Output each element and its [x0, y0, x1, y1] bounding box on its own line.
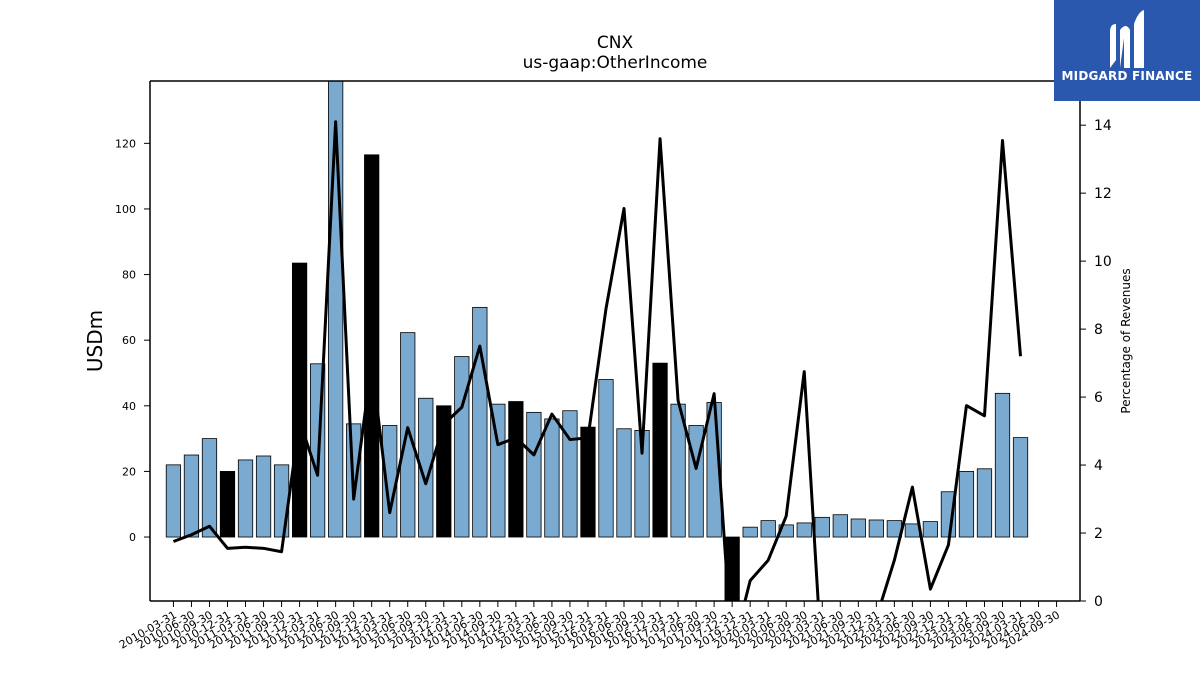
y-tick-label: 20 [122, 465, 136, 478]
y-tick-label: 60 [122, 334, 136, 347]
bar-2010-12-31 [219, 471, 236, 538]
midgard-finance-logo: MIDGARD FINANCE [1054, 0, 1200, 101]
percentage-line [172, 120, 1023, 601]
bar-2021-12-31 [868, 519, 884, 538]
bar-2011-09-30 [273, 464, 290, 538]
y2-axis-label: Percentage of Revenues [1119, 268, 1133, 413]
logo-mark-icon [1110, 10, 1144, 68]
chart-title: CNX [597, 33, 634, 53]
y-axis-label: USDm [83, 310, 107, 372]
bar-2016-06-30 [616, 428, 632, 538]
bar-2013-09-30 [418, 397, 434, 538]
bar-2024-03-31 [1012, 437, 1029, 538]
y-tick-label: 80 [122, 269, 136, 282]
y-tick-label: 120 [115, 137, 136, 150]
bar-2012-12-31 [364, 154, 380, 538]
bar-2023-06-30 [976, 468, 993, 538]
bar-2020-09-30 [796, 522, 812, 538]
y2-tick-label: 14 [1094, 118, 1112, 134]
bar-series [165, 81, 1029, 601]
tick-labels: 020406080100120024681012142010-03-312010… [115, 118, 1112, 651]
bar-2021-06-30 [832, 514, 848, 538]
bar-2011-03-31 [237, 459, 254, 538]
chart-subtitle: us-gaap:OtherIncome [523, 53, 708, 73]
y2-tick-label: 6 [1094, 390, 1103, 406]
y2-tick-label: 10 [1094, 254, 1112, 270]
bar-2022-09-30 [922, 521, 939, 538]
bar-2014-06-30 [472, 306, 488, 538]
y-tick-label: 0 [129, 531, 136, 544]
axes [144, 80, 1086, 607]
logo-text: MIDGARD FINANCE [1061, 69, 1193, 83]
bar-2021-09-30 [850, 518, 866, 538]
bar-2023-09-30 [994, 392, 1011, 538]
bar-2010-09-30 [201, 438, 218, 538]
bar-2023-03-31 [958, 471, 975, 538]
y-tick-label: 40 [122, 400, 136, 413]
y2-tick-label: 8 [1094, 322, 1103, 338]
bar-2011-12-31 [291, 262, 308, 538]
bar-2014-09-30 [490, 403, 506, 538]
y2-tick-label: 12 [1094, 186, 1112, 202]
bar-2019-12-31 [742, 526, 758, 538]
y2-tick-label: 4 [1094, 458, 1103, 474]
y2-tick-label: 0 [1094, 594, 1103, 610]
bar-2020-03-31 [760, 520, 776, 538]
y2-tick-label: 2 [1094, 526, 1103, 542]
bar-2015-03-31 [526, 411, 542, 538]
bar-2010-03-31 [165, 464, 182, 538]
bar-2016-12-31 [652, 362, 668, 538]
bar-2011-06-30 [255, 455, 272, 538]
bar-2010-06-30 [183, 454, 200, 538]
bar-2021-03-31 [814, 516, 830, 538]
bar-2014-03-31 [454, 356, 470, 538]
bar-2014-12-31 [508, 401, 524, 538]
bar-2022-06-30 [904, 523, 920, 538]
bar-2016-03-31 [598, 379, 614, 538]
y-tick-label: 100 [115, 203, 136, 216]
bar-2015-06-30 [544, 418, 560, 538]
bar-2015-09-30 [562, 410, 578, 538]
bar-2015-12-31 [580, 426, 596, 538]
line-series [172, 120, 1023, 601]
